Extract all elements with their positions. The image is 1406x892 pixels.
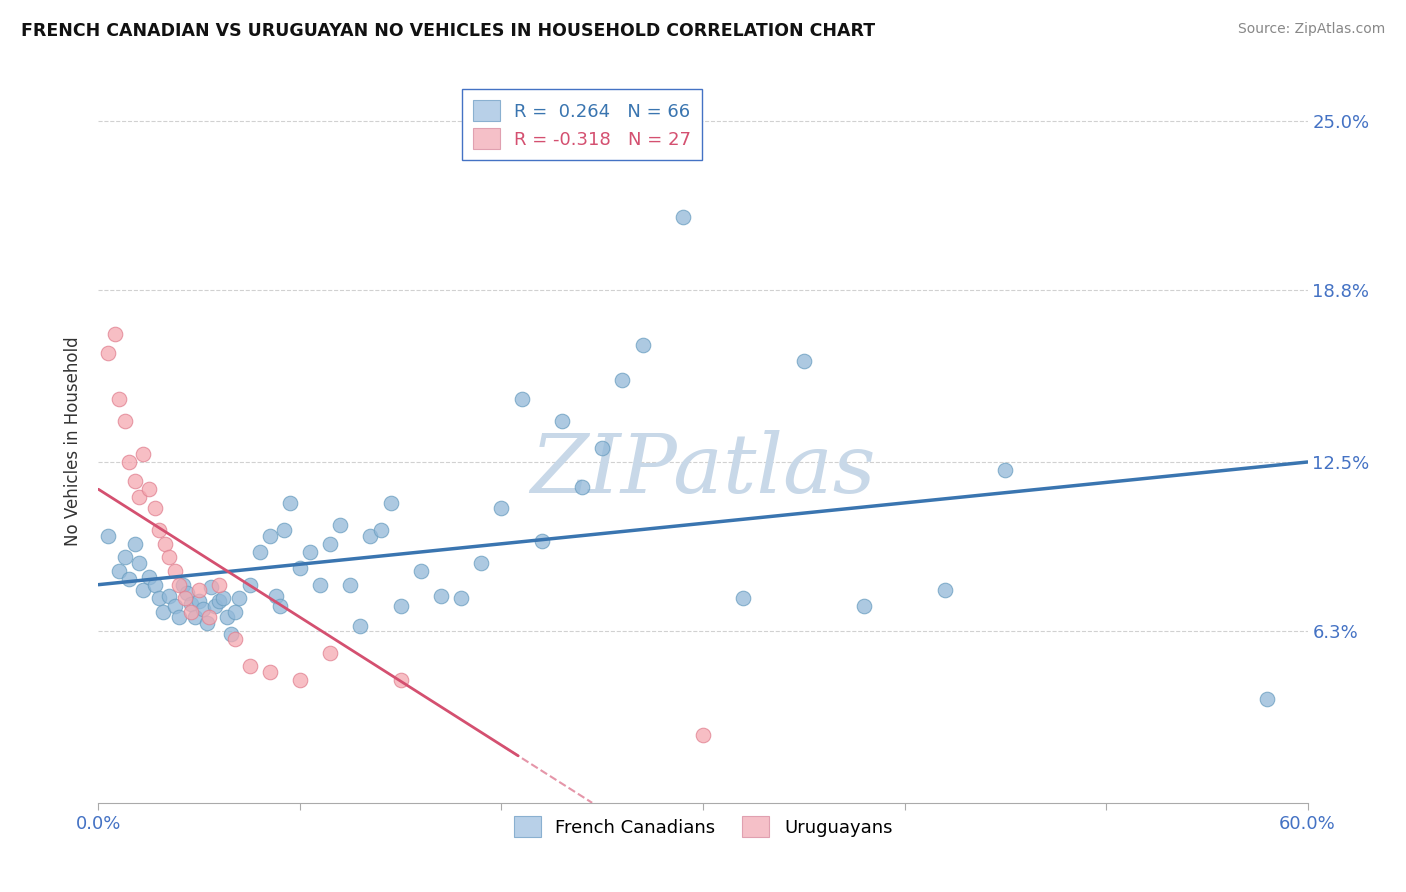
Point xyxy=(167,577,190,591)
Point xyxy=(319,537,342,551)
Point xyxy=(128,491,150,505)
Point xyxy=(138,482,160,496)
Point xyxy=(299,545,322,559)
Point xyxy=(114,414,136,428)
Point xyxy=(224,632,246,647)
Point xyxy=(631,337,654,351)
Point xyxy=(167,610,190,624)
Point xyxy=(430,589,453,603)
Point xyxy=(591,442,613,456)
Point xyxy=(180,605,202,619)
Point xyxy=(1256,692,1278,706)
Point xyxy=(793,354,815,368)
Point xyxy=(389,599,412,614)
Point xyxy=(193,602,215,616)
Point xyxy=(124,537,146,551)
Point xyxy=(97,528,120,542)
Point xyxy=(124,474,146,488)
Point xyxy=(128,556,150,570)
Point xyxy=(208,594,231,608)
Point xyxy=(157,550,180,565)
Point xyxy=(380,496,402,510)
Point xyxy=(349,618,371,632)
Point xyxy=(148,523,170,537)
Point xyxy=(224,605,246,619)
Point xyxy=(107,392,129,407)
Point xyxy=(212,591,235,606)
Point xyxy=(672,210,695,224)
Point xyxy=(994,463,1017,477)
Point xyxy=(692,728,714,742)
Point xyxy=(249,545,271,559)
Point xyxy=(612,373,634,387)
Point xyxy=(370,523,392,537)
Point xyxy=(510,392,533,407)
Point xyxy=(180,597,202,611)
Point xyxy=(163,599,186,614)
Point xyxy=(733,591,755,606)
Legend: French Canadians, Uruguayans: French Canadians, Uruguayans xyxy=(506,809,900,845)
Point xyxy=(264,589,287,603)
Point xyxy=(491,501,513,516)
Point xyxy=(239,659,262,673)
Point xyxy=(188,583,211,598)
Point xyxy=(934,583,956,598)
Point xyxy=(853,599,876,614)
Point xyxy=(571,479,593,493)
Point xyxy=(221,626,243,640)
Point xyxy=(389,673,412,687)
Point xyxy=(409,564,432,578)
Point xyxy=(319,646,342,660)
Point xyxy=(132,447,155,461)
Point xyxy=(309,577,332,591)
Point xyxy=(103,326,125,341)
Point xyxy=(148,591,170,606)
Point xyxy=(114,550,136,565)
Point xyxy=(450,591,472,606)
Point xyxy=(360,528,382,542)
Point xyxy=(198,610,221,624)
Point xyxy=(228,591,250,606)
Point xyxy=(157,589,180,603)
Point xyxy=(107,564,129,578)
Point xyxy=(259,665,281,679)
Point xyxy=(288,561,311,575)
Point xyxy=(470,556,492,570)
Point xyxy=(259,528,281,542)
Text: FRENCH CANADIAN VS URUGUAYAN NO VEHICLES IN HOUSEHOLD CORRELATION CHART: FRENCH CANADIAN VS URUGUAYAN NO VEHICLES… xyxy=(21,22,875,40)
Text: ZIPatlas: ZIPatlas xyxy=(530,431,876,510)
Text: Source: ZipAtlas.com: Source: ZipAtlas.com xyxy=(1237,22,1385,37)
Point xyxy=(184,610,207,624)
Point xyxy=(200,581,222,595)
Point xyxy=(143,501,166,516)
Point xyxy=(239,577,262,591)
Point xyxy=(217,610,239,624)
Point xyxy=(208,577,231,591)
Point xyxy=(176,586,198,600)
Point xyxy=(132,583,155,598)
Point xyxy=(195,615,218,630)
Point xyxy=(118,455,141,469)
Point xyxy=(143,577,166,591)
Point xyxy=(530,534,553,549)
Point xyxy=(97,346,120,360)
Point xyxy=(288,673,311,687)
Point xyxy=(339,577,361,591)
Point xyxy=(138,569,160,583)
Point xyxy=(278,496,301,510)
Point xyxy=(163,564,186,578)
Point xyxy=(273,523,295,537)
Y-axis label: No Vehicles in Household: No Vehicles in Household xyxy=(65,336,83,547)
Point xyxy=(152,605,174,619)
Point xyxy=(551,414,574,428)
Point xyxy=(188,594,211,608)
Point xyxy=(329,517,352,532)
Point xyxy=(174,591,197,606)
Point xyxy=(118,572,141,586)
Point xyxy=(204,599,226,614)
Point xyxy=(269,599,291,614)
Point xyxy=(153,537,176,551)
Point xyxy=(172,577,194,591)
